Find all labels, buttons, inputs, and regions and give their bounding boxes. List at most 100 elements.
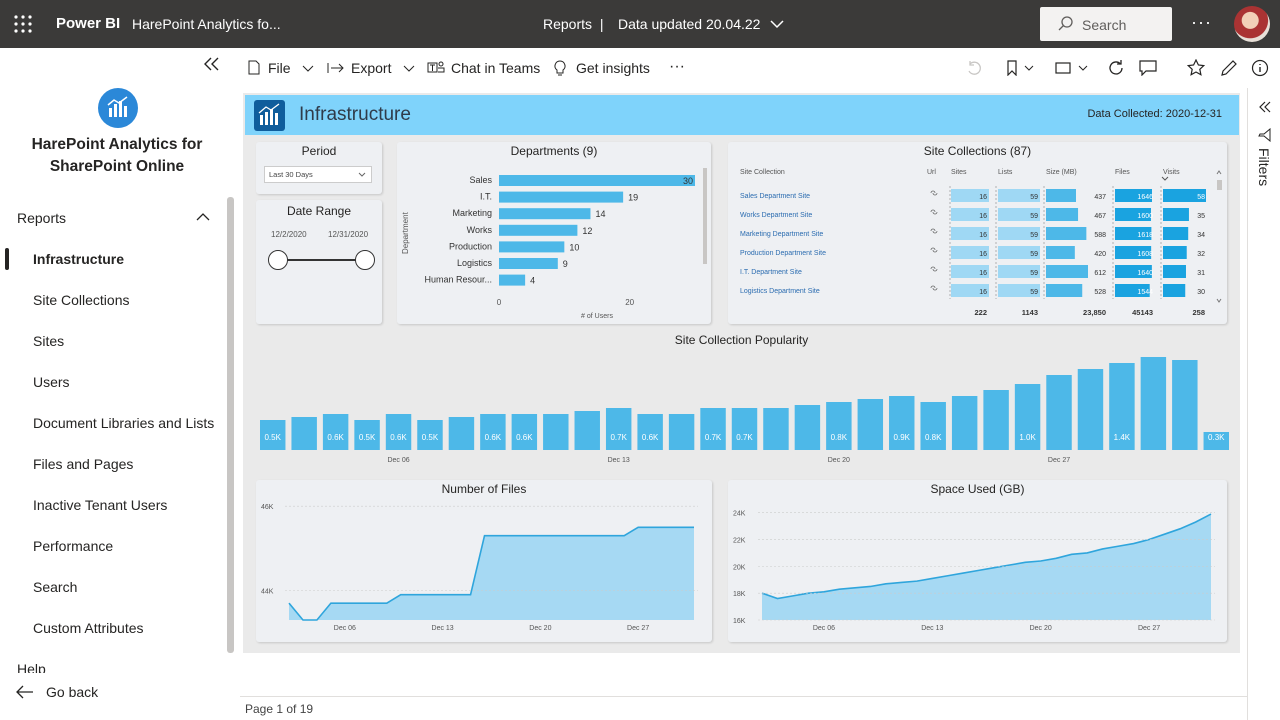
edit-icon[interactable] bbox=[1220, 59, 1238, 77]
app-launcher-icon[interactable] bbox=[14, 15, 32, 33]
sites-value: 16 bbox=[979, 213, 987, 220]
nav-item-document-libraries[interactable]: Document Libraries and Lists bbox=[33, 415, 215, 431]
popularity-data-label: 0.5K bbox=[264, 433, 281, 442]
popularity-bar bbox=[1203, 432, 1229, 450]
popularity-bar bbox=[983, 390, 1009, 450]
go-back-button[interactable]: Go back bbox=[16, 684, 98, 700]
y-tick: 22K bbox=[733, 538, 746, 545]
refresh-icon[interactable] bbox=[1107, 59, 1125, 77]
nav-item-performance[interactable]: Performance bbox=[33, 538, 114, 554]
table-column-header: Files bbox=[1115, 169, 1130, 176]
nav-item-inactive-users[interactable]: Inactive Tenant Users bbox=[33, 497, 168, 513]
departments-scrollbar[interactable] bbox=[703, 168, 707, 264]
export-menu[interactable]: Export bbox=[327, 60, 415, 76]
lists-bar bbox=[998, 208, 1040, 221]
date-end[interactable]: 12/31/2020 bbox=[328, 230, 369, 239]
chart-logo-icon bbox=[107, 96, 128, 117]
visits-bar bbox=[1163, 189, 1206, 202]
nav-item-search[interactable]: Search bbox=[33, 579, 78, 595]
link-icon bbox=[930, 266, 938, 272]
star-icon[interactable] bbox=[1187, 59, 1205, 77]
nav-item-sites[interactable]: Sites bbox=[33, 333, 65, 349]
nav-item-site-collections[interactable]: Site Collections bbox=[33, 292, 130, 308]
link-icon bbox=[930, 190, 938, 196]
popularity-bar bbox=[731, 408, 758, 450]
file-icon bbox=[248, 60, 260, 75]
chevron-up-icon[interactable] bbox=[196, 212, 210, 222]
info-icon[interactable] bbox=[1251, 59, 1269, 77]
section-label: Reports | bbox=[543, 16, 604, 32]
period-dropdown[interactable]: Last 30 Days bbox=[264, 166, 372, 183]
avatar[interactable] bbox=[1234, 6, 1270, 42]
range-end-handle[interactable] bbox=[355, 250, 375, 270]
departments-title: Departments (9) bbox=[510, 144, 598, 158]
popularity-bar bbox=[448, 417, 475, 450]
expand-filters-icon[interactable] bbox=[1258, 100, 1272, 114]
filter-icon bbox=[1258, 128, 1271, 142]
popularity-bar bbox=[1077, 369, 1104, 450]
nav-item-help[interactable]: Help bbox=[17, 661, 46, 673]
dept-category-label: Sales bbox=[469, 175, 492, 185]
files-bar bbox=[1115, 189, 1152, 202]
get-insights-button[interactable]: Get insights bbox=[554, 60, 650, 76]
more-options-button[interactable]: ··· bbox=[1191, 12, 1212, 32]
y-tick: 16K bbox=[733, 618, 746, 625]
dept-bar bbox=[499, 191, 624, 203]
sites-value: 16 bbox=[979, 194, 987, 201]
nav-item-users[interactable]: Users bbox=[33, 374, 70, 390]
lists-bar bbox=[998, 227, 1040, 240]
view-icon[interactable] bbox=[1055, 60, 1091, 76]
range-start-handle[interactable] bbox=[268, 250, 288, 270]
size-bar bbox=[1046, 189, 1076, 202]
filters-label: Filters bbox=[1256, 148, 1272, 187]
report-title: HarePoint Analytics fo... bbox=[132, 16, 281, 32]
table-scrollbar[interactable] bbox=[1217, 180, 1222, 190]
filters-pane[interactable]: Filters bbox=[1247, 88, 1280, 720]
files-value: 1600 bbox=[1137, 213, 1153, 220]
visits-bar bbox=[1163, 265, 1186, 278]
scroll-up-icon bbox=[1216, 170, 1222, 175]
sidebar-scrollbar[interactable] bbox=[227, 197, 234, 653]
page-title: Infrastructure bbox=[299, 104, 411, 125]
undo-icon[interactable] bbox=[966, 60, 982, 76]
data-updated-dropdown[interactable]: Data updated 20.04.22 bbox=[618, 16, 784, 32]
lists-value: 59 bbox=[1030, 213, 1038, 220]
toolbar-more-button[interactable]: ··· bbox=[669, 58, 685, 75]
dept-x-tick: 0 bbox=[497, 298, 502, 307]
visits-value: 32 bbox=[1197, 251, 1205, 258]
x-tick: Dec 06 bbox=[334, 625, 356, 632]
nav-item-files-pages[interactable]: Files and Pages bbox=[33, 456, 134, 472]
comment-icon[interactable] bbox=[1139, 60, 1157, 76]
site-collection-name: Logistics Department Site bbox=[740, 288, 820, 295]
table-total-value: 23,850 bbox=[1083, 308, 1106, 317]
space-area: 24K 22K 20K 18K 16K Dec 06 Dec 13 Dec 20 Dec 27 bbox=[733, 511, 1215, 632]
table-total-value: 258 bbox=[1192, 308, 1205, 317]
period-title: Period bbox=[301, 144, 337, 158]
reports-section-label[interactable]: Reports bbox=[17, 210, 67, 226]
export-icon bbox=[327, 63, 344, 73]
nav-item-custom-attributes[interactable]: Custom Attributes bbox=[33, 620, 144, 636]
x-tick: Dec 20 bbox=[529, 625, 551, 632]
size-bar bbox=[1046, 284, 1083, 297]
dept-value-label: 4 bbox=[530, 276, 535, 286]
bookmark-icon[interactable] bbox=[1006, 60, 1036, 76]
files-bar bbox=[1115, 208, 1151, 221]
popularity-data-label: 0.6K bbox=[516, 433, 533, 442]
chat-in-teams-button[interactable]: Chat in Teams bbox=[427, 60, 540, 76]
file-menu[interactable]: File bbox=[248, 60, 314, 76]
popularity-bar bbox=[511, 414, 538, 450]
files-value: 1646 bbox=[1137, 194, 1153, 201]
scroll-down-icon bbox=[1216, 298, 1222, 303]
nav-item-infrastructure[interactable]: Infrastructure bbox=[0, 239, 226, 279]
date-start[interactable]: 12/2/2020 bbox=[271, 230, 307, 239]
popularity-data-label: 0.5K bbox=[422, 433, 439, 442]
dept-value-label: 12 bbox=[582, 226, 592, 236]
y-tick: 44K bbox=[261, 589, 274, 596]
sites-value: 16 bbox=[979, 289, 987, 296]
popularity-bar bbox=[480, 414, 506, 450]
popularity-bar bbox=[1172, 360, 1198, 450]
dept-value-label: 9 bbox=[563, 259, 568, 269]
collapse-nav-icon[interactable] bbox=[202, 56, 220, 72]
search-box[interactable]: Search bbox=[1040, 7, 1172, 41]
brand-name[interactable]: Power BI bbox=[56, 15, 121, 32]
